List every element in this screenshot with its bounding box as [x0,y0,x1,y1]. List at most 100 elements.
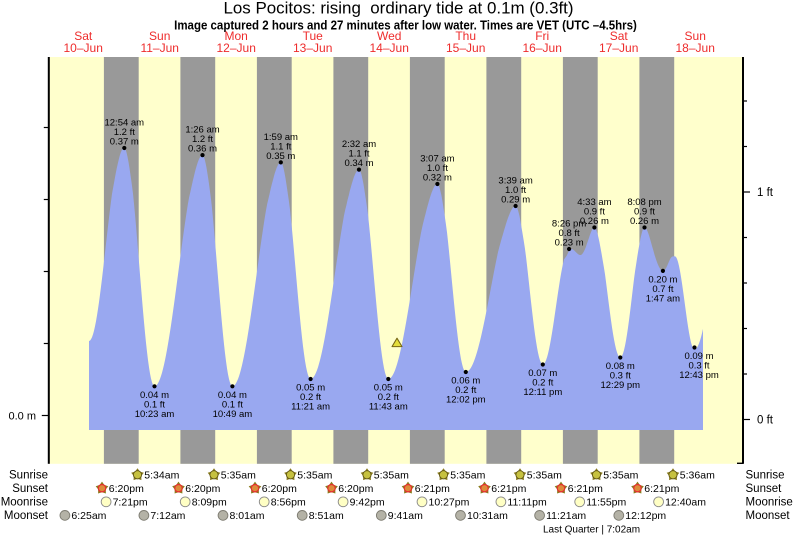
svg-text:0.23 m: 0.23 m [555,238,584,249]
svg-text:7:21pm: 7:21pm [113,497,148,509]
svg-text:8:01am: 8:01am [230,510,265,522]
svg-text:0.7 ft: 0.7 ft [652,284,673,295]
svg-text:Los Pocitos: rising ordinary: Los Pocitos: rising ordinary tide at 0.1… [223,0,573,18]
svg-text:1:47 am: 1:47 am [646,293,680,304]
svg-text:8:51am: 8:51am [309,510,344,522]
svg-text:0.1 ft: 0.1 ft [144,399,165,410]
svg-text:1.0 ft: 1.0 ft [505,185,526,196]
svg-text:2:32 am: 2:32 am [342,139,376,150]
svg-text:12:11 pm: 12:11 pm [523,387,562,398]
svg-text:7:12am: 7:12am [150,510,185,522]
svg-text:11:11pm: 11:11pm [507,497,547,509]
svg-text:1 ft: 1 ft [757,187,774,199]
svg-text:0.26 m: 0.26 m [630,216,659,227]
svg-text:6:20pm: 6:20pm [338,483,373,495]
svg-text:0.04 m: 0.04 m [218,390,247,401]
svg-text:10:31am: 10:31am [467,510,508,522]
svg-text:5:35am: 5:35am [527,470,562,482]
svg-text:5:36am: 5:36am [680,470,715,482]
svg-text:10–Jun: 10–Jun [64,41,103,55]
svg-text:Image captured 2 hours and 27: Image captured 2 hours and 27 minutes af… [174,18,637,33]
svg-text:13–Jun: 13–Jun [293,41,332,55]
svg-text:0.9 ft: 0.9 ft [634,207,655,218]
svg-text:0.2 ft: 0.2 ft [532,378,553,389]
svg-text:6:21pm: 6:21pm [415,483,450,495]
svg-text:0.2 ft: 0.2 ft [300,392,321,403]
svg-text:5:35am: 5:35am [374,470,409,482]
svg-text:0.2 ft: 0.2 ft [378,392,399,403]
svg-text:Sunrise: Sunrise [746,470,785,482]
svg-text:12:12pm: 12:12pm [625,510,666,522]
svg-text:11:21 am: 11:21 am [291,402,330,413]
svg-text:6:20pm: 6:20pm [185,483,220,495]
svg-text:Sun: Sun [149,29,170,43]
svg-text:0 ft: 0 ft [757,415,774,427]
svg-text:0.37 m: 0.37 m [110,137,139,148]
svg-text:1:59 am: 1:59 am [264,132,298,143]
svg-text:Wed: Wed [377,29,401,43]
svg-text:1.2 ft: 1.2 ft [192,134,213,145]
svg-text:Mon: Mon [225,29,248,43]
svg-text:0.8 ft: 0.8 ft [559,228,580,239]
svg-text:0.2 ft: 0.2 ft [455,385,476,396]
svg-text:1.2 ft: 1.2 ft [114,127,135,138]
svg-text:1.1 ft: 1.1 ft [348,149,369,160]
svg-text:0.0 m: 0.0 m [8,411,36,423]
svg-text:0.29 m: 0.29 m [501,195,530,206]
svg-text:Sat: Sat [610,29,629,43]
svg-text:6:20pm: 6:20pm [109,483,144,495]
svg-text:11–Jun: 11–Jun [140,41,178,55]
svg-text:Sunset: Sunset [746,483,783,495]
svg-text:9:41am: 9:41am [388,510,423,522]
svg-text:8:26 pm: 8:26 pm [552,219,586,230]
svg-text:0.06 m: 0.06 m [451,376,480,387]
svg-text:0.04 m: 0.04 m [140,390,169,401]
svg-text:0.3 ft: 0.3 ft [688,361,709,372]
svg-text:8:08 pm: 8:08 pm [627,197,661,208]
svg-text:Sat: Sat [74,29,93,43]
svg-text:8:09pm: 8:09pm [192,497,227,509]
svg-text:1.0 ft: 1.0 ft [427,163,448,174]
svg-text:6:21pm: 6:21pm [491,483,526,495]
svg-text:18–Jun: 18–Jun [676,41,715,55]
svg-text:12:02 pm: 12:02 pm [446,395,486,406]
svg-text:0.1 ft: 0.1 ft [222,399,243,410]
svg-text:0.08 m: 0.08 m [606,361,635,372]
svg-text:Moonset: Moonset [746,510,791,522]
svg-text:3:39 am: 3:39 am [498,176,532,187]
svg-text:6:20pm: 6:20pm [262,483,297,495]
svg-text:12:54 am: 12:54 am [104,118,144,129]
svg-text:0.20 m: 0.20 m [648,274,677,285]
svg-text:0.05 m: 0.05 m [296,383,325,394]
svg-text:1:26 am: 1:26 am [185,125,219,136]
svg-text:Tue: Tue [303,29,324,43]
svg-text:0.35 m: 0.35 m [266,151,295,162]
svg-text:5:35am: 5:35am [450,470,485,482]
svg-text:Moonset: Moonset [4,510,49,522]
svg-text:Fri: Fri [535,29,549,43]
svg-text:6:25am: 6:25am [71,510,106,522]
svg-text:10:23 am: 10:23 am [135,409,175,420]
svg-text:0.9 ft: 0.9 ft [584,207,605,218]
svg-text:3:07 am: 3:07 am [420,154,454,165]
svg-text:14–Jun: 14–Jun [370,41,409,55]
svg-text:Moonrise: Moonrise [746,497,793,509]
svg-text:0.07 m: 0.07 m [528,368,557,379]
svg-text:0.36 m: 0.36 m [188,144,217,155]
svg-text:15–Jun: 15–Jun [446,41,485,55]
svg-text:5:34am: 5:34am [144,470,179,482]
svg-text:Last Quarter | 7:02am: Last Quarter | 7:02am [543,525,640,536]
svg-text:16–Jun: 16–Jun [523,41,562,55]
svg-text:17–Jun: 17–Jun [599,41,638,55]
svg-text:0.26 m: 0.26 m [580,216,609,227]
svg-text:Sunrise: Sunrise [9,470,48,482]
svg-text:5:35am: 5:35am [221,470,256,482]
svg-text:12:29 pm: 12:29 pm [600,380,640,391]
svg-text:Sunset: Sunset [12,483,49,495]
svg-text:10:27pm: 10:27pm [429,497,470,509]
svg-text:Sun: Sun [685,29,706,43]
svg-text:6:21pm: 6:21pm [568,483,603,495]
svg-text:11:43 am: 11:43 am [369,402,408,413]
svg-text:0.3 ft: 0.3 ft [610,371,631,382]
svg-text:1.1 ft: 1.1 ft [270,141,291,152]
